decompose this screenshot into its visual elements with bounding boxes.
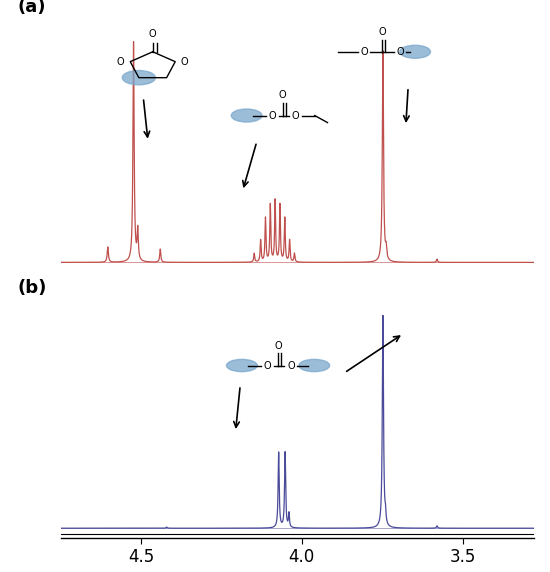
Text: O: O: [117, 57, 124, 67]
Text: O: O: [149, 29, 157, 39]
Text: (a): (a): [18, 0, 46, 17]
Text: O: O: [279, 90, 287, 100]
Ellipse shape: [299, 359, 329, 372]
Text: (b): (b): [18, 280, 47, 297]
Ellipse shape: [231, 109, 262, 122]
Ellipse shape: [122, 70, 156, 85]
Text: O: O: [360, 47, 368, 57]
Ellipse shape: [400, 45, 431, 58]
Text: O: O: [287, 360, 295, 371]
Text: O: O: [181, 57, 189, 67]
Text: O: O: [397, 47, 404, 57]
Text: O: O: [263, 360, 271, 371]
Ellipse shape: [227, 359, 257, 372]
Text: O: O: [274, 341, 282, 351]
Text: O: O: [378, 27, 386, 37]
Text: O: O: [268, 110, 276, 121]
Text: O: O: [292, 110, 299, 121]
